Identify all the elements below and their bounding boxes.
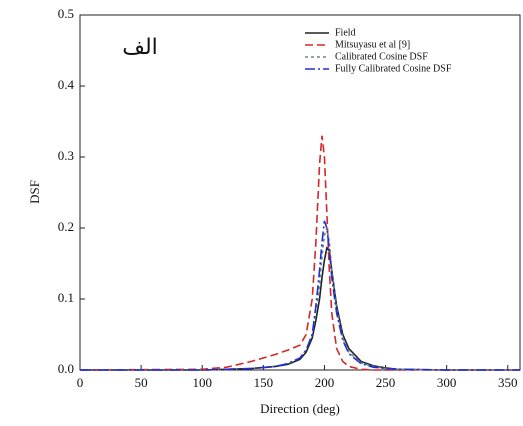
annotation: الف — [122, 35, 158, 60]
legend-label: Fully Calibrated Cosine DSF — [335, 63, 452, 74]
legend-label: Calibrated Cosine DSF — [335, 51, 428, 62]
series-line — [79, 135, 520, 371]
y-tick-label: 0.5 — [58, 6, 74, 21]
y-tick-label: 0.1 — [58, 290, 74, 305]
series-line — [80, 220, 520, 371]
series-line — [80, 227, 520, 371]
x-tick-label: 150 — [254, 375, 274, 390]
x-tick-label: 200 — [315, 375, 335, 390]
y-axis-label: DSF — [27, 180, 42, 204]
x-tick-label: 350 — [498, 375, 518, 390]
y-tick-label: 0.4 — [58, 77, 75, 92]
y-tick-label: 0.0 — [58, 361, 74, 376]
x-tick-label: 300 — [437, 375, 457, 390]
legend-label: Mitsuyasu et al [9] — [335, 39, 410, 50]
plot-frame — [79, 14, 521, 371]
x-axis-label: Direction (deg) — [260, 401, 340, 416]
series-line — [80, 246, 520, 371]
y-tick-label: 0.2 — [58, 219, 74, 234]
legend-label: Field — [335, 27, 356, 38]
x-tick-label: 250 — [376, 375, 396, 390]
x-tick-label: 50 — [135, 375, 148, 390]
x-tick-label: 0 — [77, 375, 84, 390]
x-tick-label: 100 — [192, 375, 212, 390]
y-tick-label: 0.3 — [58, 148, 74, 163]
